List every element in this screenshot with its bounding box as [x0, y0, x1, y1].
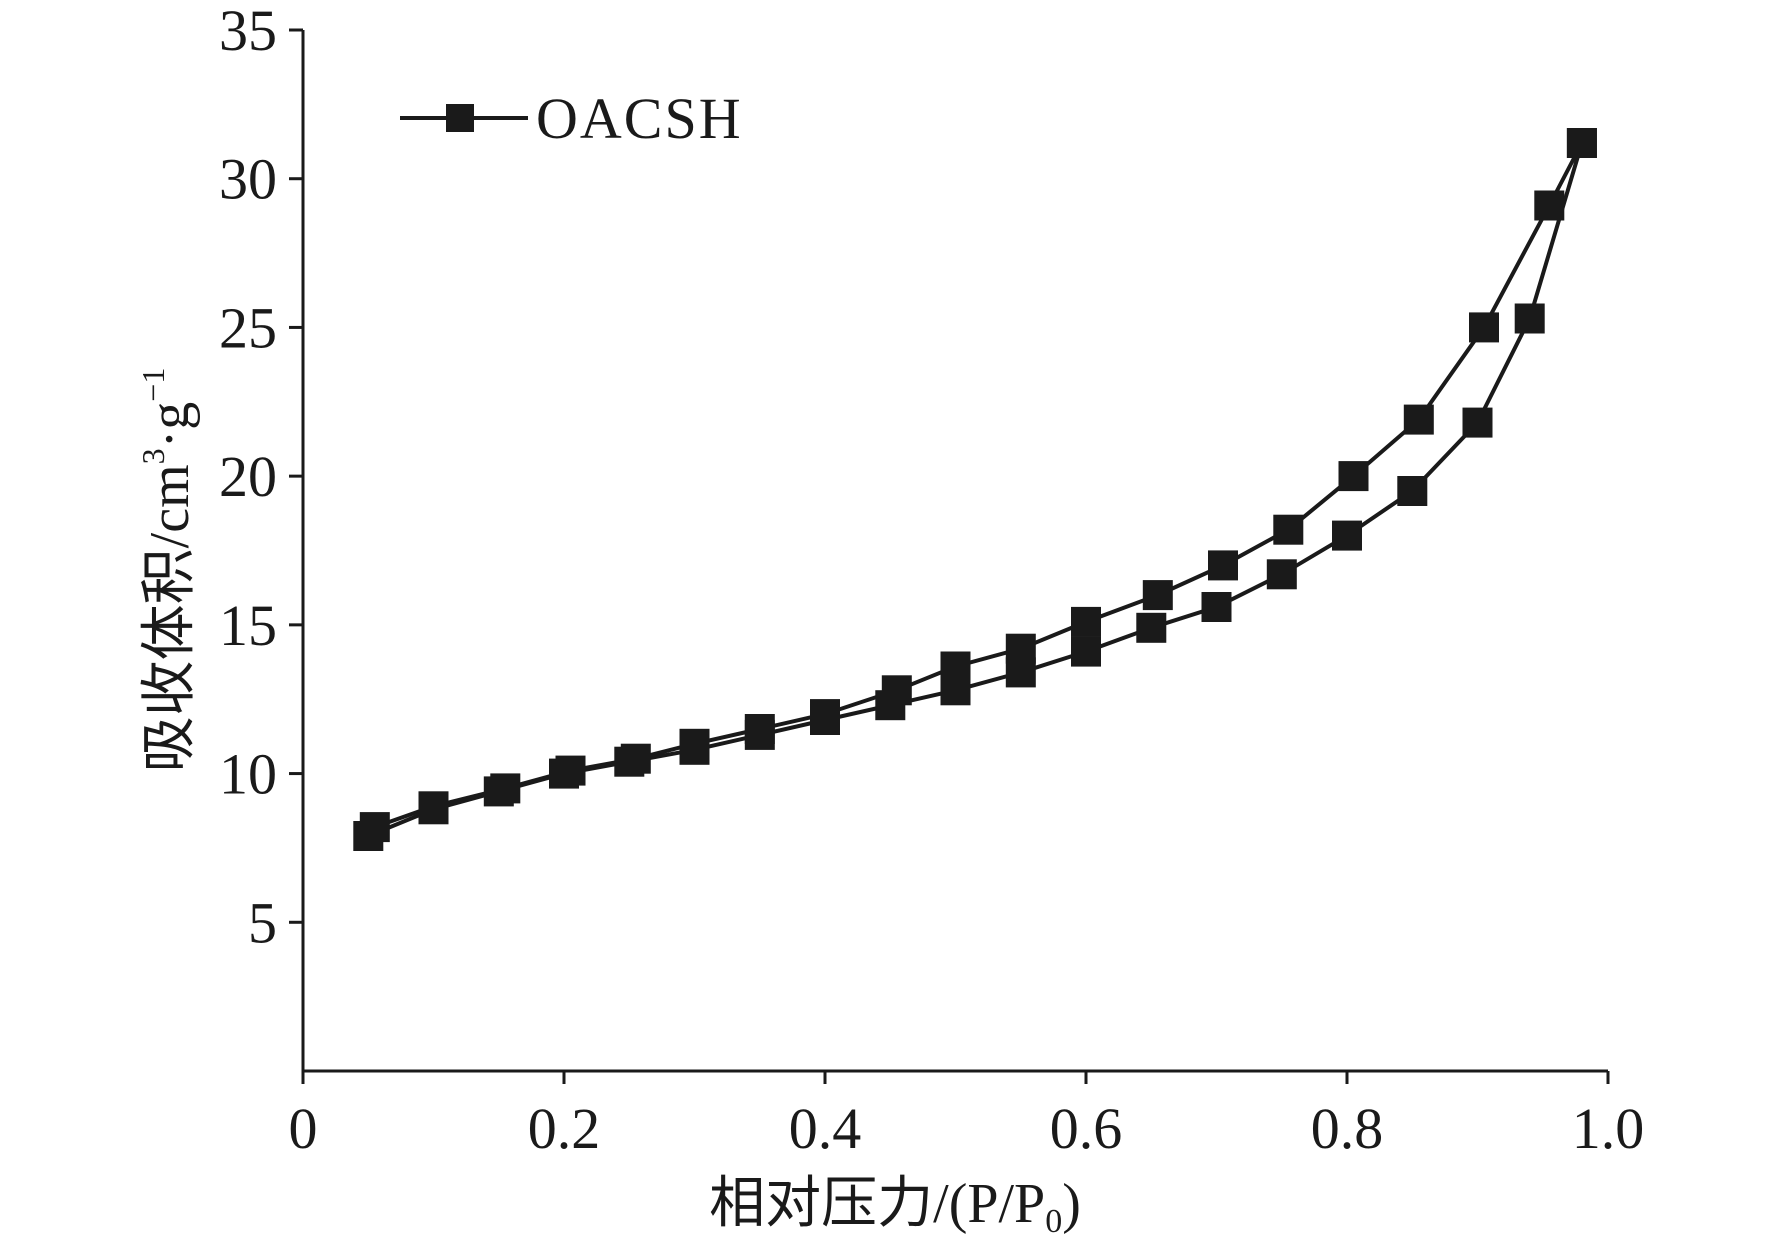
data-point-marker [810, 699, 840, 730]
x-axis-title-subscript: 0 [1045, 1203, 1062, 1235]
data-point-marker [359, 812, 390, 843]
legend-label-oacsh: OACSH [536, 86, 743, 151]
series-layer [353, 128, 1597, 851]
y-tick-label: 5 [248, 890, 277, 955]
data-point-marker [1566, 128, 1597, 158]
y-tick-label: 15 [219, 593, 277, 658]
data-point-marker [1071, 636, 1101, 667]
y-tick-label: 25 [219, 295, 277, 360]
data-point-marker [744, 714, 775, 744]
y-axis-title-sup2: −1 [135, 368, 171, 402]
data-point-marker [1266, 559, 1297, 590]
y-axis-title-sup1: 3 [135, 448, 171, 464]
data-point-marker [1273, 514, 1304, 545]
y-tick-label: 30 [219, 147, 277, 212]
data-point-marker [555, 755, 586, 786]
y-axis-title-mid: ·g [139, 402, 201, 449]
x-tick-label: 0.4 [789, 1096, 862, 1161]
x-tick-label: 0 [289, 1096, 318, 1161]
data-point-marker [1338, 461, 1369, 492]
y-axis-ticks: 5 10 15 20 25 30 35 [219, 0, 303, 955]
data-point-marker [490, 773, 521, 804]
legend-marker [446, 104, 474, 132]
data-point-marker [1397, 476, 1428, 506]
data-point-marker [1071, 606, 1101, 637]
x-tick-label: 1.0 [1572, 1096, 1645, 1161]
x-tick-label: 0.6 [1050, 1096, 1123, 1161]
x-axis-ticks: 0 0.2 0.4 0.6 0.8 1.0 [289, 1071, 1645, 1161]
data-point-marker [679, 728, 710, 759]
data-point-marker [1201, 592, 1232, 622]
x-axis-title: 相对压力/(P/P0) [709, 1173, 1081, 1235]
data-point-marker [1462, 407, 1493, 438]
y-tick-label: 10 [219, 742, 277, 807]
data-point-marker [940, 651, 971, 682]
data-point-marker [1005, 633, 1036, 664]
data-point-marker [418, 791, 449, 822]
x-tick-label: 0.8 [1311, 1096, 1384, 1161]
legend: OACSH [400, 86, 743, 151]
data-point-marker [1208, 550, 1238, 581]
data-point-marker [1142, 580, 1173, 611]
data-point-marker [881, 675, 912, 706]
y-axis-title: 吸收体积/cm3·g−1 [135, 368, 201, 773]
axes [301, 30, 1608, 1073]
data-point-marker [1136, 612, 1167, 643]
data-point-marker [1534, 190, 1565, 221]
data-point-marker [1514, 303, 1545, 334]
data-point-marker [1403, 404, 1434, 435]
x-tick-label: 0.2 [528, 1096, 601, 1161]
data-point-marker [620, 743, 651, 774]
y-tick-label: 35 [219, 0, 277, 63]
data-point-marker [1469, 312, 1499, 343]
y-axis-title-main: 吸收体积/cm [139, 464, 201, 772]
x-axis-title-main: 相对压力/(P/P [709, 1173, 1045, 1235]
x-axis-title-suffix: ) [1062, 1173, 1081, 1235]
y-tick-label: 20 [219, 444, 277, 509]
data-point-marker [1332, 520, 1362, 551]
